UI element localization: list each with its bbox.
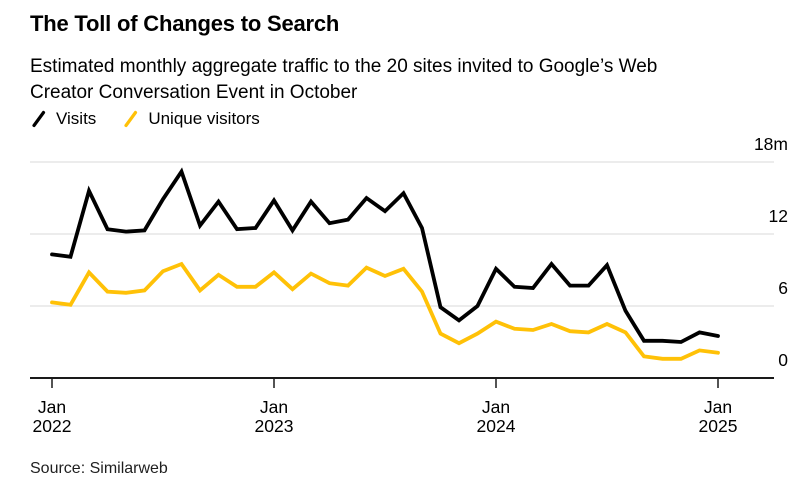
x-axis-label-month: Jan: [260, 397, 288, 417]
source-note: Source: Similarweb: [30, 460, 168, 477]
y-axis-label: 18m: [754, 134, 788, 154]
chart-subtitle-line-2: Creator Conversation Event in October: [30, 82, 358, 103]
x-axis-label-month: Jan: [482, 397, 510, 417]
chart-subtitle-line-1: Estimated monthly aggregate traffic to t…: [30, 56, 658, 77]
y-axis-label: 6: [778, 278, 788, 298]
visits-slash-icon: [32, 110, 46, 128]
chart-title: The Toll of Changes to Search: [30, 11, 340, 36]
legend-label-visits: Visits: [56, 109, 97, 128]
x-axis-label-month: Jan: [38, 397, 66, 417]
x-axis-label-year: 2022: [33, 416, 72, 436]
visits-line: [50, 167, 720, 344]
legend-item-visits: Visits: [31, 109, 96, 129]
unique-visitors-line: [50, 261, 720, 361]
y-axis-label: 0: [778, 350, 788, 370]
x-axis-label-year: 2023: [255, 416, 294, 436]
y-axis-label: 12: [769, 206, 788, 226]
chart-legend: Visits Unique visitors: [31, 109, 260, 129]
legend-label-unique-visitors: Unique visitors: [148, 109, 260, 128]
chart-subtitle: Estimated monthly aggregate traffic to t…: [30, 54, 657, 106]
unique-visitors-slash-icon: [124, 110, 138, 128]
x-axis-label-year: 2025: [699, 416, 738, 436]
x-axis-label-year: 2024: [477, 416, 516, 436]
legend-item-unique-visitors: Unique visitors: [123, 109, 260, 129]
x-axis-label-month: Jan: [704, 397, 732, 417]
